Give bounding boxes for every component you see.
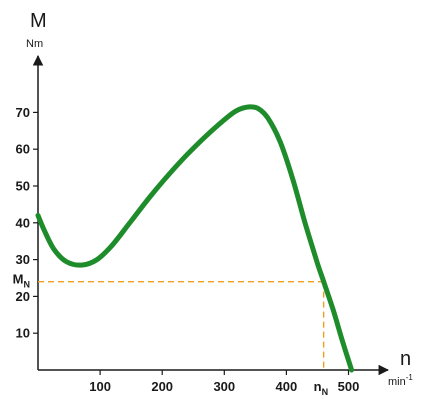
rated-torque-label: MN [13,272,30,290]
x-axis-unit: min-1 [388,373,413,388]
y-tick-label: 10 [16,326,30,341]
torque-curve [35,104,355,373]
y-axis-unit: Nm [26,38,43,50]
x-tick-label: 100 [89,379,111,394]
y-tick-label: 40 [16,215,30,230]
y-tick-label: 30 [16,252,30,267]
x-tick-label: 500 [338,379,360,394]
x-tick-label: 200 [151,379,173,394]
y-tick-label: 70 [16,105,30,120]
x-tick-label: 400 [276,379,298,394]
y-tick-label: 20 [16,289,30,304]
y-tick-label: 60 [16,142,30,157]
rated-point-guides [38,280,325,370]
series-group [35,104,355,373]
y-tick-label: 50 [16,179,30,194]
y-axis-symbol: M [30,10,47,32]
x-tick-label: 300 [213,379,235,394]
rated-speed-label: nN [314,379,328,397]
x-axis-symbol: n [400,348,411,370]
tick-group: 10 20 30 40 50 60 70 100 200 300 400 500 [16,105,360,394]
